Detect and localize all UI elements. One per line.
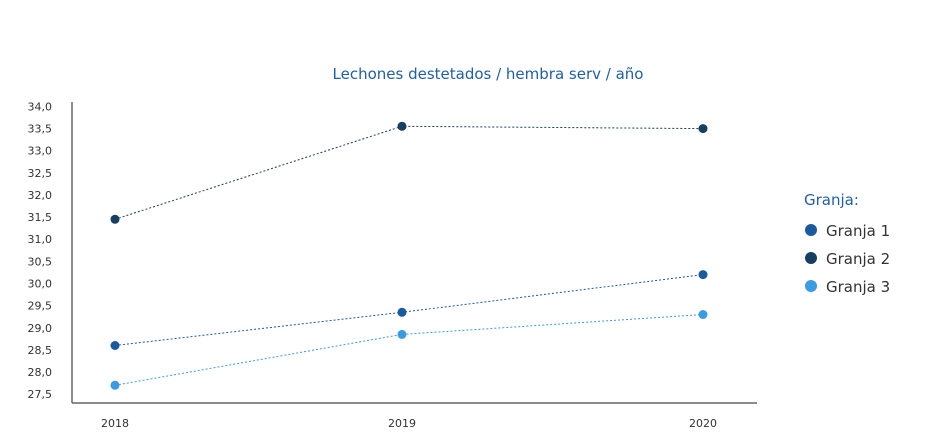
data-point xyxy=(110,380,120,390)
legend-label: Granja 1 xyxy=(826,222,890,240)
data-point xyxy=(397,121,407,131)
data-point xyxy=(698,270,708,280)
y-tick-label: 28,0 xyxy=(28,366,53,379)
chart-title: Lechones destetados / hembra serv / año xyxy=(333,65,644,83)
legend: Granja: Granja 1 Granja 2 Granja 3 xyxy=(804,191,890,296)
data-point xyxy=(698,124,708,134)
y-tick-label: 29,0 xyxy=(28,322,53,335)
y-tick-label: 30,5 xyxy=(28,255,53,268)
y-tick-label: 32,0 xyxy=(28,189,53,202)
y-tick-label: 32,5 xyxy=(28,167,53,180)
data-point xyxy=(397,329,407,339)
x-tick-label: 2020 xyxy=(689,417,717,430)
y-tick-label: 30,0 xyxy=(28,277,53,290)
legend-marker xyxy=(805,252,817,264)
y-tick-labels: 34,0 33,5 33,0 32,5 32,0 31,5 31,0 30,5 30,0 29,5… xyxy=(28,100,53,401)
data-point xyxy=(397,307,407,317)
x-tick-labels: 2018 2019 2020 xyxy=(101,417,717,430)
y-tick-label: 28,5 xyxy=(28,344,53,357)
y-tick-label: 31,0 xyxy=(28,233,53,246)
series-line-1 xyxy=(114,274,704,346)
legend-marker xyxy=(805,224,817,236)
series-line-2 xyxy=(114,125,704,220)
x-tick-label: 2019 xyxy=(388,417,416,430)
series-lines xyxy=(114,125,704,386)
y-tick-label: 31,5 xyxy=(28,211,53,224)
data-point xyxy=(110,214,120,224)
series-points xyxy=(110,121,708,390)
legend-title: Granja: xyxy=(804,191,859,209)
data-point xyxy=(698,310,708,319)
data-point xyxy=(110,341,120,350)
x-tick-label: 2018 xyxy=(101,417,129,430)
legend-label: Granja 3 xyxy=(826,278,890,296)
legend-label: Granja 2 xyxy=(826,250,890,268)
y-tick-label: 33,5 xyxy=(28,123,53,136)
y-tick-label: 33,0 xyxy=(28,145,53,158)
y-tick-label: 34,0 xyxy=(28,100,53,113)
y-tick-label: 27,5 xyxy=(28,388,53,401)
legend-marker xyxy=(805,280,817,292)
y-tick-label: 29,5 xyxy=(28,300,53,313)
series-line-3 xyxy=(114,314,704,386)
